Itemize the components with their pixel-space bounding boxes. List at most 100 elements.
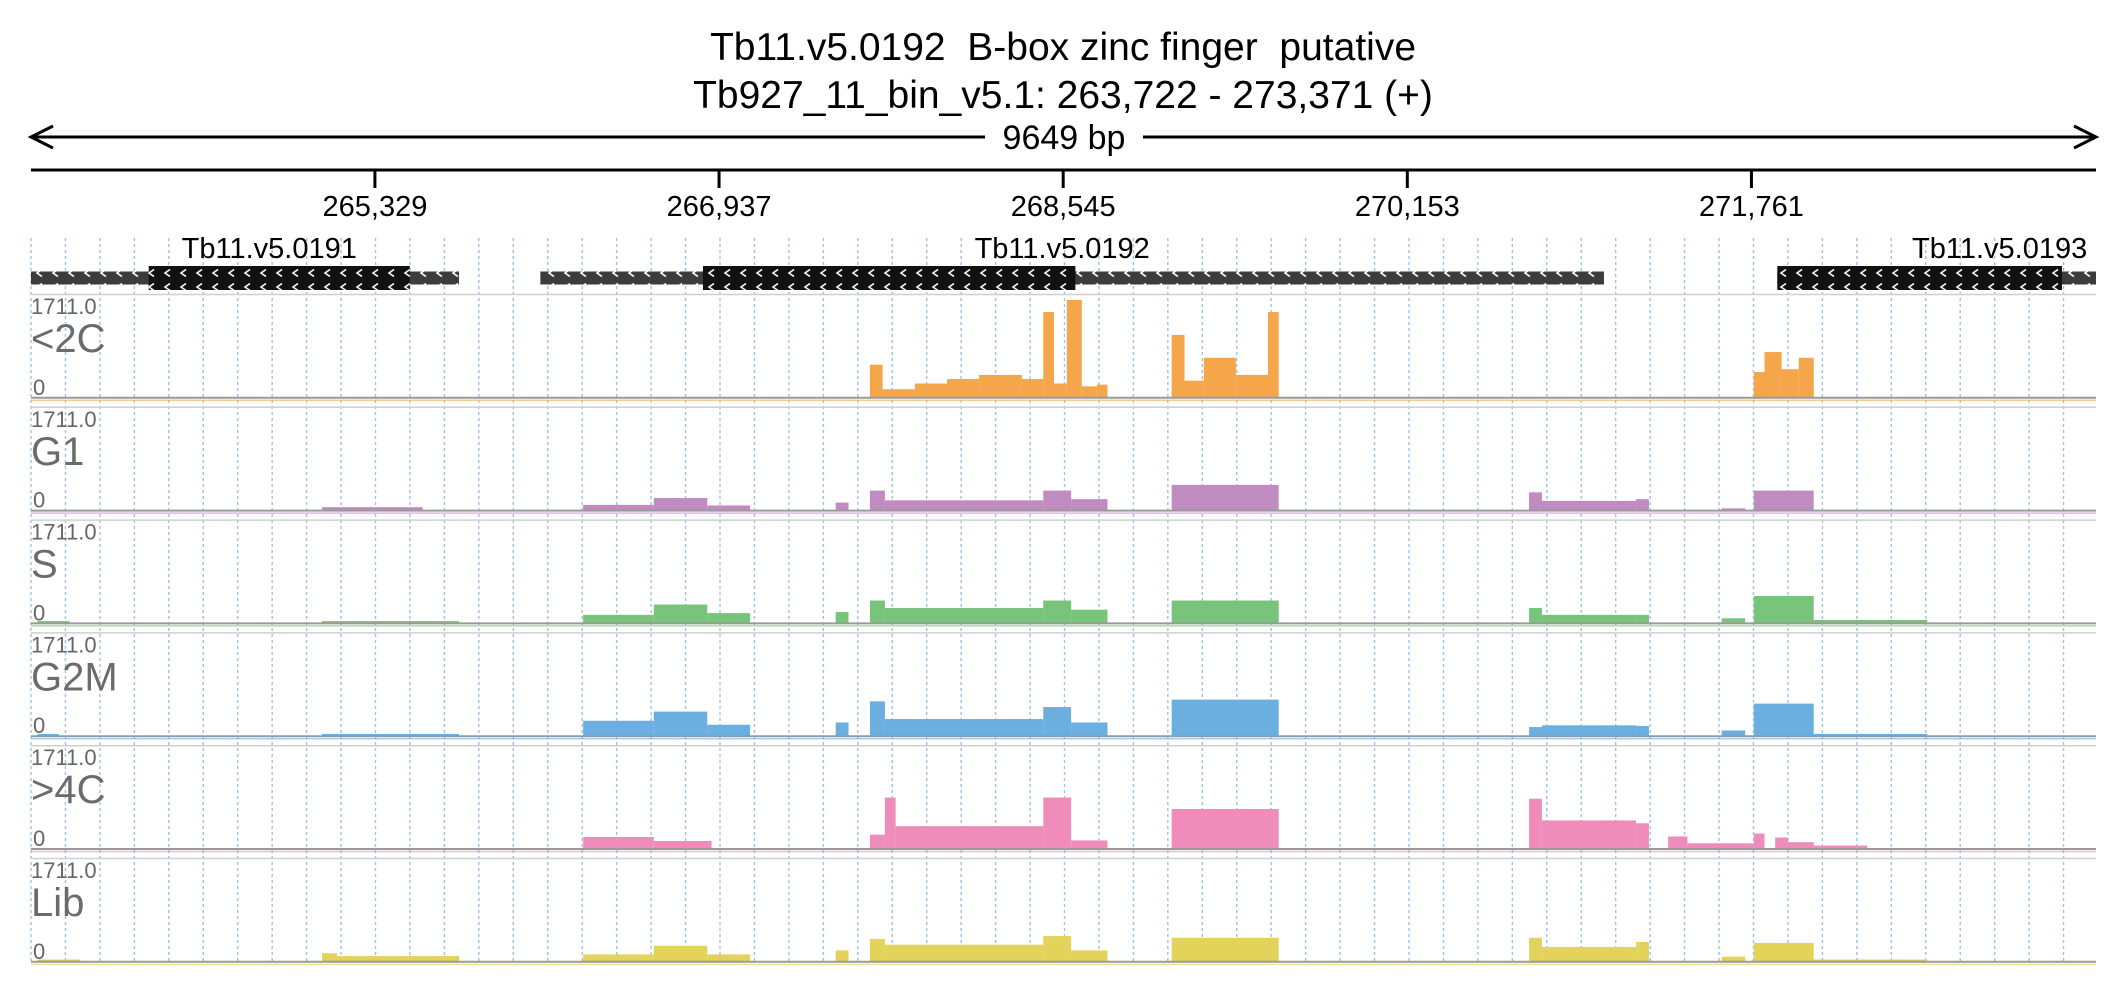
track-zero-label: 0 [33,375,45,400]
coverage-bar [1235,374,1268,398]
position-axis: 265,329 266,937 268,545 270,153 271,761 [31,168,2096,223]
coverage-bar [882,389,915,398]
ruler-arrow-right [2073,124,2100,150]
coverage-track: 1711.0 0 <2C [31,293,2096,402]
gene-annotation-track: Tb11.v5.0191 Tb11.v5.0192 Tb11.v5.0193 [31,233,2096,290]
coverage-bar [869,834,885,849]
coverage-bar [884,797,896,849]
coverage-bar [1764,352,1782,398]
coverage-bar [1203,357,1236,398]
track-name-label: Lib [31,881,84,925]
coverage-bar [946,378,980,398]
coverage-bar [869,364,883,398]
coverage-bar [835,722,849,737]
coverage-bar [869,600,885,624]
track-name-label: G2M [31,655,118,699]
coverage-bar [1043,797,1072,849]
coverage-bar [1687,843,1754,849]
coverage-bar [1721,730,1746,737]
coverage-bar [979,374,1022,398]
coverage-bar [653,840,712,849]
coverage-bar [1071,499,1108,511]
coverage-bar [707,505,751,511]
coverage-bar [653,604,708,624]
coverage-bar [707,954,751,962]
coverage-bar [835,611,849,624]
coverage-bar [884,607,1044,624]
coverage-bar [653,498,708,511]
coverage-bar [1541,500,1637,511]
coverage-bar [1788,842,1814,849]
coverage-bar [1541,614,1637,624]
coverage-bar [884,944,1044,962]
coverage-bar [37,621,70,624]
coverage-bar [322,507,423,511]
coverage-bar [1541,946,1637,962]
coverage-bar [1043,600,1072,624]
coverage-bar [337,956,460,962]
coverage-bar [1043,490,1072,511]
coverage-bar [322,621,460,624]
coverage-bar [37,733,59,737]
coverage-bar [1529,607,1542,624]
gene-label: Tb11.v5.0191 [182,233,357,265]
track-zero-label: 0 [33,713,45,738]
coverage-bar [1171,334,1185,398]
coverage-bar [1721,508,1746,511]
coverage-bar [583,836,654,849]
coverage-bar [1066,300,1082,398]
track-name-label: <2C [31,317,106,361]
coverage-bar [583,720,654,737]
coverage-bar [1636,725,1649,737]
coverage-bar [1636,941,1649,962]
coverage-bar [583,614,654,624]
span-ruler: 9649 bp [27,119,2100,157]
coverage-bar [1668,836,1688,849]
coverage-bar [869,490,885,511]
coverage-bar [1053,383,1067,398]
coverage-bar [707,724,751,737]
coverage-bar [895,826,1044,849]
coverage-bar [1529,937,1542,962]
coverage-bar [653,945,708,962]
track-zero-label: 0 [33,939,45,964]
coverage-bar [1043,312,1054,398]
tick-label: 268,545 [1011,191,1116,223]
grid-lines [30,238,2065,962]
coverage-bar [1636,499,1649,511]
coverage-bar [37,959,81,962]
coverage-bar [1813,733,1928,737]
coverage-bar [1541,820,1637,849]
coverage-bar [1798,357,1814,398]
track-max-label: 1711.0 [31,632,97,657]
coverage-bar [322,953,338,962]
track-max-label: 1711.0 [31,858,97,883]
coverage-bar [914,383,947,398]
track-zero-label: 0 [33,600,45,625]
track-max-label: 1711.0 [31,520,97,545]
coverage-bar [1071,609,1108,624]
coverage-bar [1753,942,1814,962]
coverage-bar [1541,725,1637,737]
ruler-arrow-left [27,124,54,150]
coverage-bar [1636,614,1649,624]
tick-label: 271,761 [1699,191,1804,223]
coverage-bar [1021,378,1044,398]
chart-subtitle: Tb927_11_bin_v5.1: 263,722 - 273,371 (+) [693,74,1433,117]
coverage-bar [884,719,1044,737]
coverage-bar [1813,845,1868,849]
track-name-label: S [31,543,58,587]
chart-title: Tb11.v5.0192 B-box zinc finger putative [710,26,1416,69]
span-label: 9649 bp [1003,119,1126,157]
coverage-bar [835,950,849,962]
gene-label: Tb11.v5.0192 [975,233,1150,265]
coverage-bar [1171,699,1279,737]
coverage-bar [583,504,654,511]
track-max-label: 1711.0 [31,294,97,319]
coverage-bar [1081,386,1097,398]
coverage-bar [1753,703,1814,737]
coverage-track: 1711.0 0 S [31,519,2096,627]
coverage-bar [1753,833,1765,849]
coverage-bar [322,733,460,737]
